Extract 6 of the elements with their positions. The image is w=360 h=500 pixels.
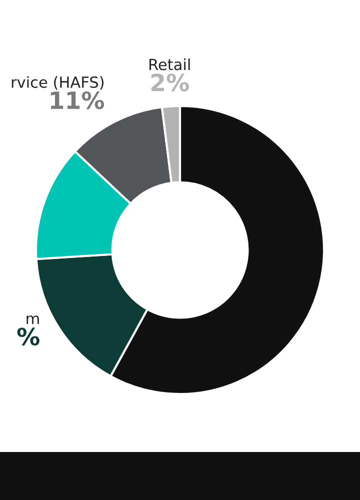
data-label: 2% [151, 74, 189, 92]
slice-label: Retail [150, 58, 190, 70]
slice-label: m [26, 315, 39, 324]
data-label: 11% [50, 91, 104, 110]
slice-label: rvice (HAFS) [12, 76, 104, 90]
data-label: % [17, 328, 40, 346]
